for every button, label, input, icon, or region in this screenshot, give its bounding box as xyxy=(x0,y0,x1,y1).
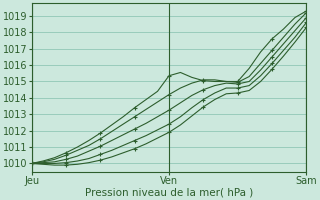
X-axis label: Pression niveau de la mer( hPa ): Pression niveau de la mer( hPa ) xyxy=(85,187,253,197)
